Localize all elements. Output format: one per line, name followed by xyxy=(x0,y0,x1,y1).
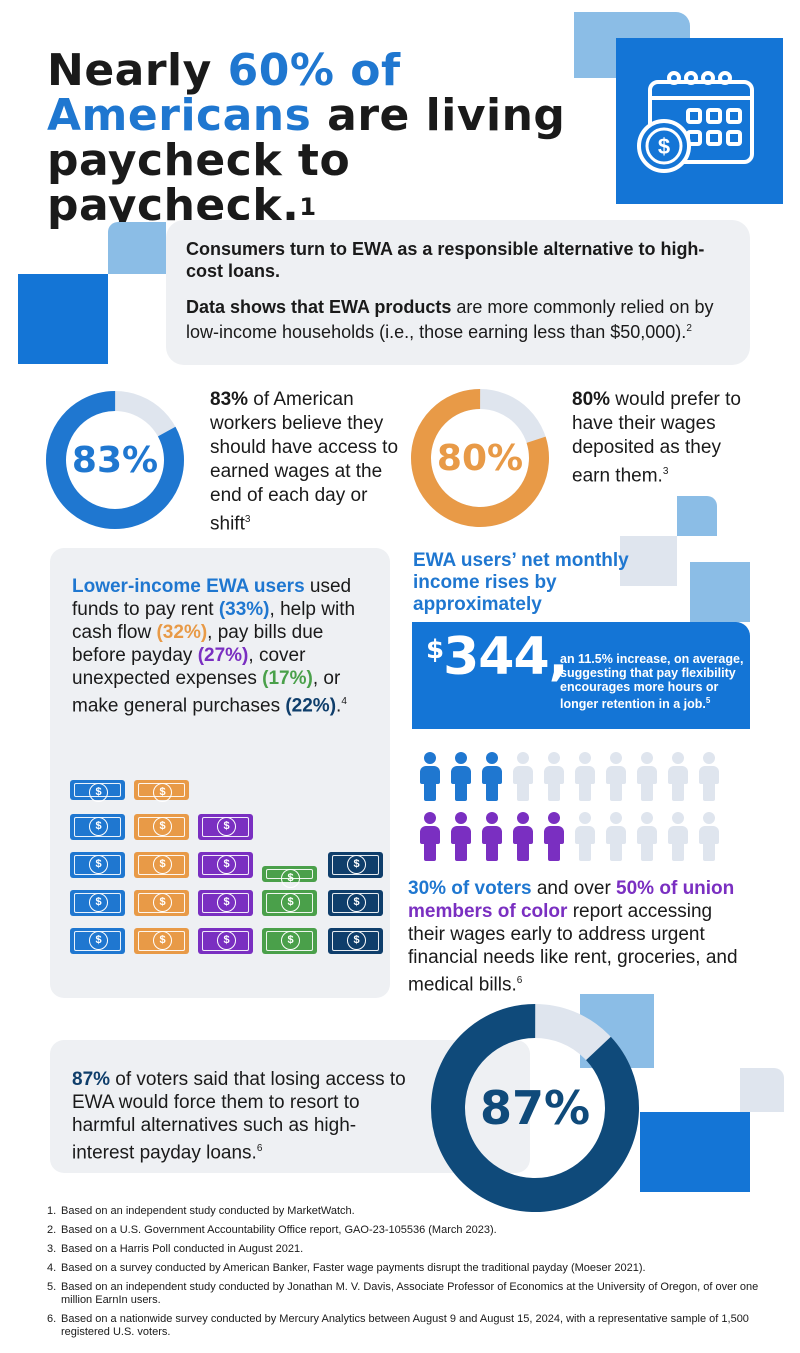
money-bill-icon xyxy=(134,890,189,916)
decor-square xyxy=(690,562,750,622)
decor-square xyxy=(108,222,166,274)
person-icon xyxy=(668,812,688,862)
person-icon xyxy=(451,752,471,802)
person-icon xyxy=(699,752,719,802)
decor-square xyxy=(18,274,108,364)
lower-income-text: Lower-income EWA users used funds to pay… xyxy=(72,576,356,717)
person-icon xyxy=(482,812,502,862)
footnote-item: 6. Based on a nationwide survey conducted… xyxy=(47,1313,762,1339)
person-icon xyxy=(544,812,564,862)
decor-square xyxy=(677,496,717,536)
income-rise-amount: $344, xyxy=(426,627,568,687)
money-bill-icon xyxy=(328,928,383,954)
footnote-number: 2. xyxy=(47,1224,57,1236)
person-icon xyxy=(699,812,719,862)
decor-square xyxy=(620,536,677,586)
footnote-item: 1. Based on an independent study conducte… xyxy=(47,1205,762,1218)
money-bill-icon xyxy=(262,890,317,916)
page-title: Nearly 60% of Americans are living paych… xyxy=(47,45,566,231)
income-rise-box xyxy=(412,622,750,729)
voters-text: 30% of voters and over 50% of union memb… xyxy=(408,878,738,996)
footnote-text: Based on a survey conducted by American … xyxy=(61,1262,646,1274)
svg-text:$: $ xyxy=(658,134,670,159)
person-icon xyxy=(513,752,533,802)
footnote-text: Based on a nationwide survey conducted b… xyxy=(61,1313,749,1338)
money-bill-icon xyxy=(328,890,383,916)
person-icon xyxy=(606,752,626,802)
people-row-union xyxy=(420,812,730,864)
intro-panel: Consumers turn to EWA as a responsible a… xyxy=(166,220,750,365)
footnotes-list: 1. Based on an independent study conducte… xyxy=(47,1205,762,1345)
money-bill-icon xyxy=(134,852,189,878)
footnote-number: 5. xyxy=(47,1281,57,1293)
money-bill-icon xyxy=(134,780,189,802)
donut-87-chart xyxy=(431,1004,639,1212)
footnote-number: 4. xyxy=(47,1262,57,1274)
footnote-item: 5. Based on an independent study conducte… xyxy=(47,1281,762,1307)
donut-value-arc xyxy=(411,389,549,527)
donut-80-label: 80% xyxy=(436,437,524,479)
intro-body: Data shows that EWA products are more co… xyxy=(186,297,714,342)
money-bill-icon xyxy=(134,928,189,954)
stat-80-text: 80% would prefer to have their wages dep… xyxy=(572,389,741,487)
money-bill-icon xyxy=(70,780,125,802)
footnote-item: 4. Based on a survey conducted by America… xyxy=(47,1262,762,1275)
money-bill-icon xyxy=(70,890,125,916)
money-bill-icon xyxy=(328,852,383,878)
income-rise-description: an 11.5% increase, on average, suggestin… xyxy=(560,652,744,712)
footnote-text: Based on a Harris Poll conducted in Augu… xyxy=(61,1243,304,1255)
money-bill-icon xyxy=(198,852,253,878)
decor-square xyxy=(640,1112,750,1192)
income-rise-heading: EWA users’ net monthly income rises by a… xyxy=(413,550,629,615)
money-bill-icon xyxy=(134,814,189,840)
person-icon xyxy=(637,752,657,802)
donut-80-chart xyxy=(411,389,549,527)
footnote-text: Based on an independent study conducted … xyxy=(61,1205,355,1217)
money-stacks xyxy=(70,780,383,960)
money-bill-icon xyxy=(198,928,253,954)
person-icon xyxy=(637,812,657,862)
person-icon xyxy=(575,752,595,802)
money-bill-icon xyxy=(70,928,125,954)
decor-square xyxy=(740,1068,784,1112)
donut-value-arc xyxy=(46,391,184,529)
person-icon xyxy=(513,812,533,862)
donut-87-label: 87% xyxy=(479,1081,591,1135)
money-bill-icon xyxy=(198,890,253,916)
person-icon xyxy=(668,752,688,802)
calendar-dollar-icon: $ xyxy=(637,71,754,173)
stat-87-text: 87% of voters said that losing access to… xyxy=(72,1069,406,1164)
money-bill-icon xyxy=(262,866,317,888)
money-bill-icon xyxy=(198,814,253,840)
person-icon xyxy=(575,812,595,862)
money-bill-icon xyxy=(70,852,125,878)
footnote-number: 3. xyxy=(47,1243,57,1255)
money-bill-icon xyxy=(70,814,125,840)
intro-headline: Consumers turn to EWA as a responsible a… xyxy=(186,239,705,281)
person-icon xyxy=(544,752,564,802)
footnote-number: 6. xyxy=(47,1313,57,1325)
money-bill-icon xyxy=(262,928,317,954)
lower-income-panel xyxy=(50,548,390,998)
person-icon xyxy=(420,812,440,862)
footnote-item: 3. Based on a Harris Poll conducted in Au… xyxy=(47,1243,762,1256)
donut-value-arc xyxy=(431,1004,639,1212)
footnote-text: Based on a U.S. Government Accountabilit… xyxy=(61,1224,497,1236)
footnote-item: 2. Based on a U.S. Government Accountabil… xyxy=(47,1224,762,1237)
person-icon xyxy=(451,812,471,862)
footnote-text: Based on an independent study conducted … xyxy=(61,1281,759,1306)
stat-83-text: 83% of American workers believe they sho… xyxy=(210,389,399,535)
donut-83-chart xyxy=(46,391,184,529)
person-icon xyxy=(482,752,502,802)
calendar-tile: $ xyxy=(616,38,783,204)
footnote-number: 1. xyxy=(47,1205,57,1217)
person-icon xyxy=(606,812,626,862)
person-icon xyxy=(420,752,440,802)
people-row-voters xyxy=(420,752,730,804)
donut-83-label: 83% xyxy=(71,439,159,481)
